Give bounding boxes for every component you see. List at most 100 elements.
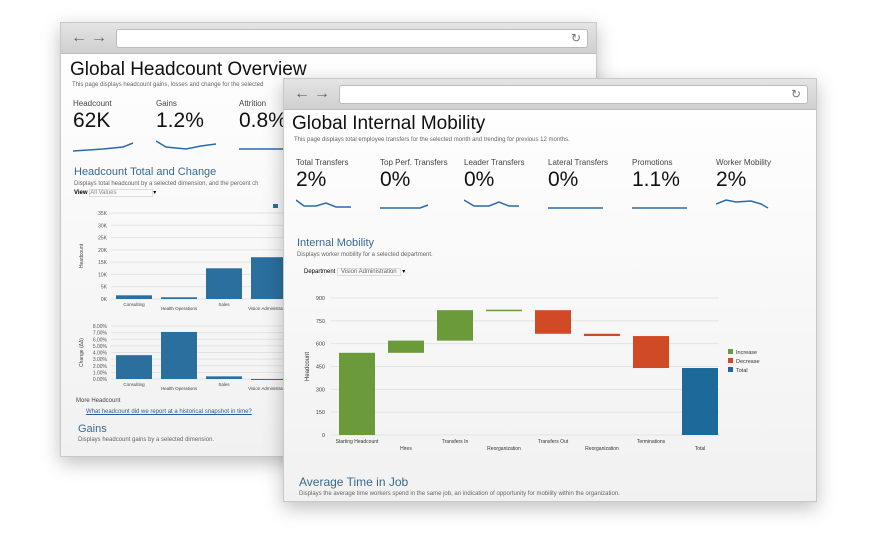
kpi-value: 2% [296, 168, 327, 191]
kpi-sparkline [632, 207, 687, 209]
x-tick: Consulting [123, 382, 145, 387]
y-tick: 4.00% [93, 351, 108, 357]
gains-title: Gains [78, 423, 107, 435]
bar [251, 379, 287, 380]
x-tick: Vision Administration [248, 306, 290, 311]
kpi-sparkline [73, 142, 134, 152]
y-tick: 10K [98, 272, 108, 278]
kpi-sparkline [296, 199, 351, 208]
section-title: Headcount Total and Change [74, 166, 217, 178]
y-tick: 750 [316, 319, 325, 325]
kpi-sparkline [464, 199, 519, 207]
y-tick: 20K [98, 248, 108, 254]
gains-desc: Displays headcount gains by a selected d… [78, 437, 215, 443]
y-tick: 0 [322, 433, 325, 439]
kpi-label: Top Perf. Transfers [380, 158, 448, 167]
front-browser-window: ← → ↻ Global Internal Mobility This page… [283, 78, 817, 502]
y-tick: 30K [98, 223, 108, 229]
y-tick: 900 [316, 296, 325, 302]
kpi-label: Headcount [73, 99, 112, 108]
legend-label: Total [736, 368, 748, 374]
back-arrow-icon[interactable]: ← [294, 85, 310, 102]
waterfall-bar-total [682, 368, 718, 435]
kpi-sparkline [380, 204, 429, 209]
bar [161, 297, 197, 299]
kpi-value: 62K [73, 109, 111, 132]
kpi-value: 0% [380, 168, 411, 191]
y-tick: 600 [316, 342, 325, 348]
forward-arrow-icon[interactable]: → [314, 85, 330, 102]
section-desc: Displays worker mobility for a selected … [297, 252, 433, 258]
y-tick: 1.00% [93, 370, 108, 376]
kpi-sparkline [548, 207, 603, 209]
legend-swatch [728, 349, 733, 354]
kpi-label: Promotions [632, 158, 673, 167]
view-label: View [74, 190, 88, 196]
legend-label: Decrease [736, 359, 760, 365]
x-tick: Terminations [637, 439, 666, 445]
kpi-value: 0.8% [239, 109, 287, 132]
view-value: All Values [89, 189, 154, 197]
historical-snapshot-link[interactable]: What headcount did we report at a histor… [86, 409, 252, 415]
kpi-value: 0% [548, 168, 579, 191]
bar [116, 355, 152, 379]
y-tick: 3.00% [93, 357, 108, 363]
x-tick: Reorganization [487, 446, 521, 452]
x-tick: Reorganization [585, 446, 619, 452]
more-headcount-toggle[interactable]: More Headcount [76, 398, 121, 404]
y-axis-label: Headcount [305, 352, 311, 381]
bar [206, 376, 242, 379]
department-select[interactable]: Department Vision Administration ▾ [304, 268, 406, 276]
kpi-sparkline [156, 140, 217, 150]
y-axis-label: Headcount [79, 243, 85, 268]
y-tick: 15K [98, 260, 108, 266]
x-tick: Sales [218, 382, 230, 387]
kpi-label: Leader Transfers [464, 158, 525, 167]
page-title: Global Internal Mobility [292, 113, 486, 134]
bar [116, 295, 152, 299]
y-tick: 7.00% [93, 331, 108, 337]
section-desc: Displays total headcount by a selected d… [74, 181, 259, 187]
x-tick: Transfers In [442, 439, 469, 445]
avg-time-title: Average Time in Job [299, 475, 409, 489]
kpi-label: Total Transfers [296, 158, 349, 167]
page-subtitle: This page displays headcount gains, loss… [72, 82, 264, 88]
y-tick: 150 [316, 410, 325, 416]
kpi-label: Worker Mobility [716, 158, 771, 167]
waterfall-chart: 0 150 300 450 600 750 900 Headcount Starting Hea… [305, 296, 760, 452]
forward-arrow-icon[interactable]: → [91, 29, 107, 46]
waterfall-bar-increase [437, 310, 473, 341]
bar [206, 268, 242, 299]
waterfall-bar-increase [486, 309, 522, 312]
legend-swatch [728, 358, 733, 363]
x-tick: Vision Administration [248, 386, 290, 391]
kpi-value: 1.1% [632, 168, 680, 191]
kpi-value: 0% [464, 168, 495, 191]
address-bar[interactable]: ↻ [116, 29, 588, 48]
page-subtitle: This page displays total employee transf… [294, 137, 570, 143]
section-title: Internal Mobility [297, 237, 375, 249]
x-tick: Starting Headcount [336, 439, 379, 445]
y-tick: 2.00% [93, 364, 108, 370]
kpi-label: Lateral Transfers [548, 158, 609, 167]
avg-time-desc: Displays the average time workers spend … [299, 491, 620, 497]
kpi-value: 1.2% [156, 109, 204, 132]
y-tick: 5.00% [93, 344, 108, 350]
y-tick: 35K [98, 211, 108, 217]
legend-swatch [273, 204, 278, 208]
y-tick: 8.00% [93, 324, 108, 330]
y-tick: 6.00% [93, 337, 108, 343]
back-arrow-icon[interactable]: ← [71, 29, 87, 46]
page-title: Global Headcount Overview [70, 59, 307, 80]
x-tick: Total [695, 446, 706, 452]
view-select[interactable]: View All Values ▾ [74, 189, 157, 197]
reload-icon[interactable]: ↻ [790, 87, 801, 101]
kpi-sparkline [716, 199, 769, 209]
browser-toolbar: ← → ↻ [61, 23, 596, 54]
reload-icon[interactable]: ↻ [570, 31, 581, 45]
waterfall-bar-total_start [339, 352, 375, 435]
kpi-label: Attrition [239, 99, 267, 108]
x-tick: Transfers Out [538, 439, 569, 445]
kpi-label: Gains [156, 99, 177, 108]
address-bar[interactable]: ↻ [339, 85, 808, 104]
